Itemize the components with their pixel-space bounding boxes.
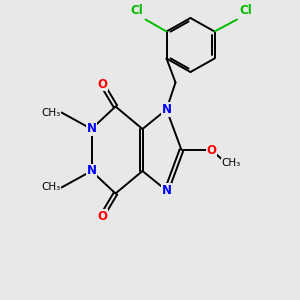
Text: Cl: Cl [130, 4, 143, 17]
Text: CH₃: CH₃ [41, 107, 61, 118]
Text: O: O [97, 209, 107, 223]
Text: N: N [161, 184, 172, 197]
Text: Cl: Cl [240, 4, 252, 17]
Text: N: N [161, 103, 172, 116]
Text: O: O [206, 143, 217, 157]
Text: O: O [97, 77, 107, 91]
Text: CH₃: CH₃ [41, 182, 61, 193]
Text: N: N [86, 164, 97, 178]
Text: CH₃: CH₃ [221, 158, 241, 169]
Text: N: N [86, 122, 97, 136]
